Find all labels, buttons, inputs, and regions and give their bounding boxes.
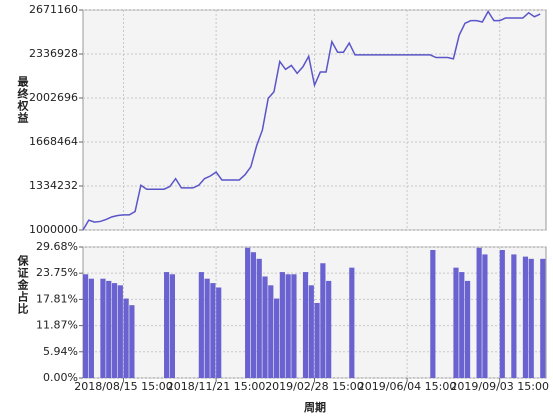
bar [256, 258, 262, 378]
y-tick-label: 2671160 [29, 3, 78, 16]
bar [499, 250, 505, 378]
bar [106, 280, 112, 378]
bar [268, 285, 274, 378]
y-tick-label: 1000000 [29, 223, 78, 236]
y-axis-label: 最终权益 [16, 76, 30, 124]
bar [522, 256, 529, 378]
x-tick-label: 2019/06/04 15:00 [358, 380, 457, 393]
x-tick-label: 2018/11/21 15:00 [167, 380, 266, 393]
bar [476, 247, 482, 378]
bar [430, 250, 436, 378]
y-tick-label: 5.94% [43, 345, 78, 358]
bar [540, 258, 546, 378]
bar [453, 267, 459, 378]
bar [464, 280, 471, 378]
bar [285, 274, 291, 378]
bar [279, 272, 285, 378]
y-tick-label: 1668464 [29, 135, 78, 148]
bar [169, 274, 175, 378]
bar [320, 263, 326, 378]
bar [326, 280, 332, 378]
bar [349, 267, 355, 378]
x-tick-label: 2019/09/03 15:00 [450, 380, 549, 393]
equity-line [82, 9, 541, 231]
bar [204, 278, 210, 378]
x-axis-label: 周期 [304, 400, 326, 414]
y-tick-label: 0.00% [43, 371, 78, 384]
bar [129, 305, 135, 378]
bar [250, 252, 257, 378]
bar [216, 287, 222, 378]
bar [459, 272, 465, 378]
bar [528, 258, 534, 378]
bar [123, 298, 129, 378]
bar [111, 283, 118, 378]
bar [302, 272, 309, 378]
y-tick-label: 11.87% [36, 319, 78, 332]
bar [100, 278, 106, 378]
bar [198, 272, 204, 378]
y-tick-label: 23.75% [36, 266, 78, 279]
bar [83, 274, 89, 378]
bar [482, 254, 488, 378]
bar [88, 278, 94, 378]
bar [314, 302, 320, 378]
x-tick-label: 2018/08/15 15:00 [74, 380, 173, 393]
bar [308, 285, 314, 378]
bar [511, 254, 517, 378]
bar [117, 285, 123, 378]
bar [164, 272, 170, 378]
bar [245, 247, 251, 378]
y-tick-label: 1334232 [29, 179, 78, 192]
y-axis-label: 保证金占比 [16, 254, 30, 315]
y-tick-label: 2336928 [29, 47, 78, 60]
bar [273, 298, 280, 378]
bar [262, 276, 268, 378]
y-tick-label: 29.68% [36, 240, 78, 253]
y-tick-label: 2002696 [29, 91, 78, 104]
bar [210, 283, 216, 378]
x-tick-label: 2019/02/28 15:00 [265, 380, 364, 393]
y-tick-label: 17.81% [36, 292, 78, 305]
bar [291, 274, 297, 378]
